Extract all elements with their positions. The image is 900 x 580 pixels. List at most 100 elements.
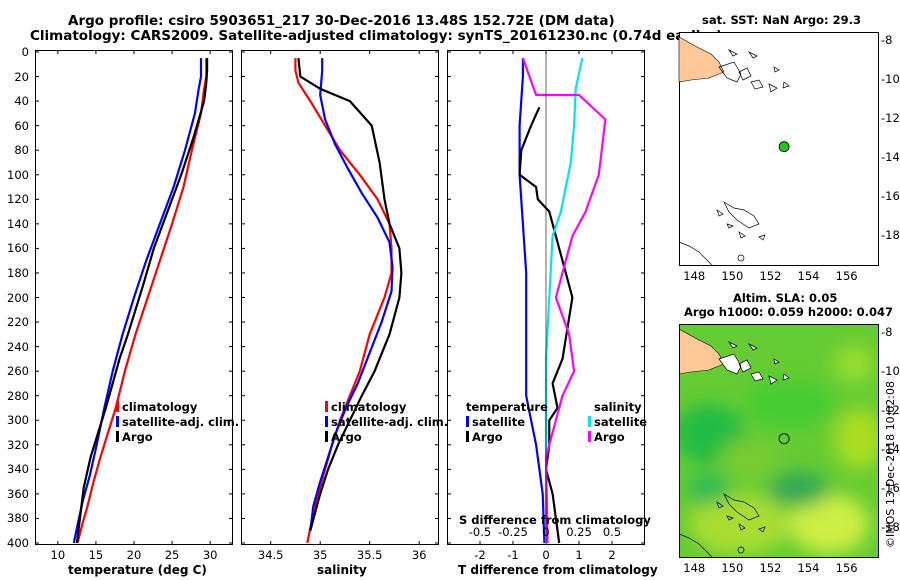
depth-tick-label: 220 <box>7 315 29 330</box>
series-line-satellite-adj-clim- <box>309 58 394 531</box>
x-tick-label: 36 <box>411 548 427 562</box>
x-tick-label: 25 <box>164 548 180 562</box>
salinity-xlabel: salinity <box>317 563 367 577</box>
depth-tick-label: 100 <box>7 167 29 182</box>
sla-blob <box>687 473 731 505</box>
map-y-tick-label: -16 <box>881 480 900 495</box>
map-y-tick-label: -18 <box>881 519 900 534</box>
map-y-tick-label: -16 <box>881 188 900 203</box>
difference-temperature-legend: temperature satellite Argo <box>466 400 548 445</box>
legend-title-temperature: temperature <box>466 400 548 414</box>
x-tick-label: 10 <box>50 548 66 562</box>
map-y-tick-label: -10 <box>881 363 900 378</box>
depth-tick-label: 340 <box>7 462 29 477</box>
sla-blob <box>834 409 879 469</box>
legend-item-climatology: climatology <box>116 400 239 415</box>
depth-tick-label: 140 <box>7 216 29 231</box>
depth-tick-label: 80 <box>14 143 29 158</box>
legend-item-climatology: climatology <box>325 400 448 415</box>
depth-tick-label: 120 <box>7 192 29 207</box>
x-tick-label: 35 <box>312 548 328 562</box>
legend-item-satellite: satellite-adj. clim. <box>325 415 448 430</box>
temperature-xlabel: temperature (deg C) <box>68 563 207 577</box>
legend-item-t-argo: Argo <box>466 430 548 445</box>
x-tick-label: 0 <box>542 548 550 562</box>
s-tick-label: -0.5 <box>468 525 492 539</box>
depth-tick-label: 380 <box>7 511 29 526</box>
difference-s-label: S difference from climatology <box>459 513 651 527</box>
island-dot <box>737 254 745 262</box>
s-tick-label: 0.5 <box>602 525 622 539</box>
x-tick-label: 34.5 <box>257 548 284 562</box>
australia-coast <box>678 241 714 267</box>
series-line-climatology <box>76 58 208 544</box>
difference-xlabel: T difference from climatology <box>458 563 658 577</box>
depth-tick-label: 400 <box>7 536 29 550</box>
map-y-tick-label: -8 <box>881 32 893 47</box>
depth-tick-label: 200 <box>7 290 29 305</box>
map-top-title: sat. SST: NaN Argo: 29.3 <box>702 13 862 27</box>
depth-tick-label: 60 <box>14 118 29 133</box>
x-tick-label: 30 <box>202 548 218 562</box>
map-x-tick-label: 152 <box>759 269 782 283</box>
depth-tick-label: 320 <box>7 437 29 452</box>
depth-tick-label: 280 <box>7 388 29 403</box>
map-x-tick-label: 152 <box>759 561 782 575</box>
series-line-satellite-adj-clim- <box>72 58 203 544</box>
x-tick-label: 1 <box>575 548 583 562</box>
islands-louisiade <box>716 201 766 241</box>
depth-tick-label: 260 <box>7 364 29 379</box>
map-bottom-title-2: Argo h1000: 0.059 h2000: 0.047 <box>684 305 894 319</box>
map-y-tick-label: -14 <box>881 441 900 456</box>
depth-tick-label: 300 <box>7 413 29 428</box>
islands-louisiade <box>716 493 766 533</box>
imos-credit: ©IMOS 13-Dec-2018 10:02:08 <box>884 381 897 548</box>
map-x-tick-label: 148 <box>683 269 706 283</box>
title-line-1: Argo profile: csiro 5903651_217 30-Dec-2… <box>68 13 615 29</box>
map-x-tick-label: 150 <box>721 561 744 575</box>
map-y-tick-label: -10 <box>881 71 900 86</box>
s-tick-label: 0 <box>542 525 550 539</box>
s-tick-label: 0.25 <box>566 525 592 539</box>
legend-item-s-satellite: satellite <box>588 415 647 430</box>
legend-item-t-satellite: satellite <box>466 415 548 430</box>
series-line-t-satellite <box>518 58 546 544</box>
salinity-plot <box>241 50 439 545</box>
map-x-tick-label: 154 <box>797 269 820 283</box>
map-y-tick-label: -12 <box>881 110 900 125</box>
x-tick-label: -1 <box>507 548 519 562</box>
legend-item-argo: Argo <box>325 430 448 445</box>
islands-north <box>718 341 790 385</box>
s-tick-label: -0.25 <box>498 525 528 539</box>
difference-salinity-legend: salinity satellite Argo <box>588 400 647 445</box>
legend-item-satellite: satellite-adj. clim. <box>116 415 239 430</box>
series-line-climatology <box>294 58 393 544</box>
map-y-tick-label: -14 <box>881 149 900 164</box>
png-landmass <box>678 36 725 83</box>
sla-blob <box>719 439 779 479</box>
depth-tick-label: 40 <box>14 94 29 109</box>
x-tick-label: 20 <box>126 548 142 562</box>
series-line-argo <box>75 58 209 544</box>
series-line-s-satellite <box>544 57 584 543</box>
title-line-2: Climatology: CARS2009. Satellite-adjuste… <box>30 28 723 44</box>
islands-north <box>718 49 790 93</box>
australia-coast <box>679 533 714 558</box>
depth-tick-label: 240 <box>7 339 29 354</box>
depth-tick-label: 160 <box>7 241 29 256</box>
argo-location-marker <box>778 141 790 153</box>
sla-blob <box>769 471 829 507</box>
sla-map <box>679 324 879 558</box>
map-x-tick-label: 156 <box>835 269 858 283</box>
x-tick-label: 35.5 <box>356 548 383 562</box>
legend-item-argo: Argo <box>116 430 239 445</box>
sla-blob <box>834 346 874 382</box>
map-x-tick-label: 154 <box>797 561 820 575</box>
depth-tick-label: 360 <box>7 486 29 501</box>
depth-tick-label: 180 <box>7 265 29 280</box>
x-tick-label: -2 <box>474 548 486 562</box>
temperature-legend: climatology satellite-adj. clim. Argo <box>116 400 239 445</box>
map-y-tick-label: -18 <box>881 227 900 242</box>
series-line-s-argo <box>521 57 607 544</box>
salinity-panel <box>241 50 439 545</box>
